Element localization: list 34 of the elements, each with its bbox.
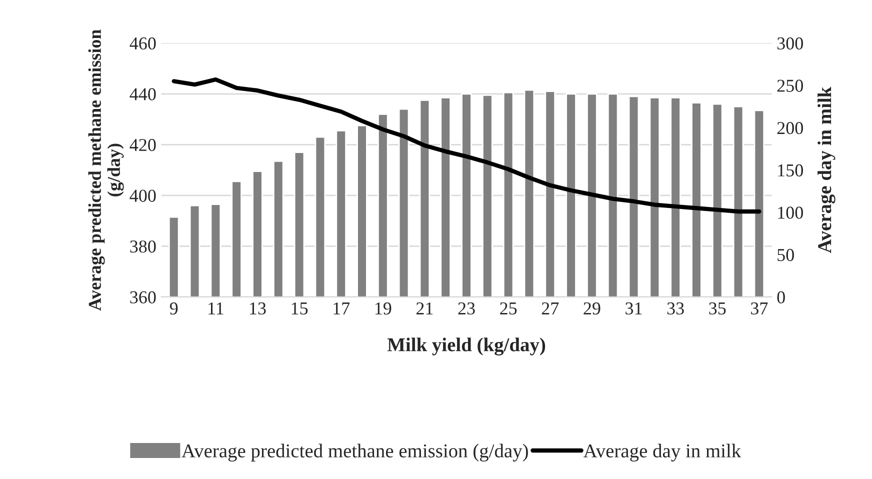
y-tick-label: 380 bbox=[130, 240, 156, 253]
y2-tick-label: 50 bbox=[778, 248, 794, 262]
x-tick-label: 21 bbox=[416, 302, 433, 314]
x-tick-label: 37 bbox=[751, 302, 768, 315]
y2-tick-label: 150 bbox=[778, 164, 803, 176]
y-tick-label: 420 bbox=[130, 138, 156, 152]
y-tick-label: 440 bbox=[130, 88, 156, 100]
x-tick-label: 17 bbox=[334, 302, 350, 314]
y-tick-label: 460 bbox=[130, 37, 156, 50]
x-tick-label: 9 bbox=[170, 302, 178, 315]
x-axis-title: Milk yield (kg/day) bbox=[387, 338, 546, 356]
x-tick-label: 13 bbox=[250, 302, 266, 315]
legend-label: Average day in milk bbox=[583, 444, 742, 462]
y-tick-label: 360 bbox=[130, 291, 156, 304]
x-tick-label: 23 bbox=[458, 302, 475, 315]
y2-tick-label: 200 bbox=[777, 122, 803, 134]
x-tick-label: 15 bbox=[292, 302, 308, 315]
x-tick-label: 31 bbox=[626, 302, 642, 315]
x-tick-label: 33 bbox=[667, 302, 684, 315]
y2-axis-title: Average day in milk bbox=[818, 86, 836, 254]
legend-label: Average predicted methane emission (g/day) bbox=[182, 444, 528, 462]
y2-tick-label: 300 bbox=[777, 37, 803, 50]
y-axis-title: Average predicted methane emission (g/day) bbox=[88, 29, 124, 311]
line-series bbox=[172, 77, 762, 214]
x-tick-label: 11 bbox=[208, 302, 224, 314]
y-tick-label: 400 bbox=[130, 190, 156, 202]
y2-tick-label: 250 bbox=[777, 80, 803, 92]
y2-tick-label: 0 bbox=[777, 291, 785, 304]
y2-tick-label: 100 bbox=[778, 206, 803, 219]
x-tick-label: 25 bbox=[500, 302, 517, 315]
x-tick-label: 29 bbox=[584, 302, 600, 315]
x-tick-label: 35 bbox=[709, 302, 726, 315]
x-tick-label: 27 bbox=[542, 302, 559, 314]
x-tick-label: 19 bbox=[375, 302, 392, 315]
